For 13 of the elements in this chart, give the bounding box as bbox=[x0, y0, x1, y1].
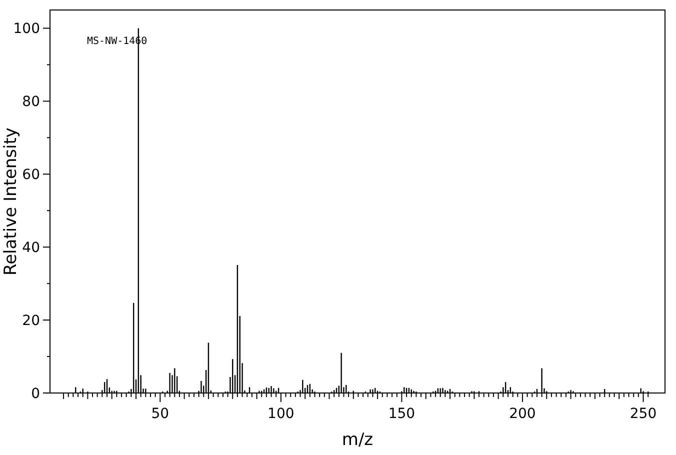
x-axis-title: m/z bbox=[342, 430, 374, 450]
x-tick-label: 150 bbox=[388, 406, 416, 422]
x-tick-label: 100 bbox=[268, 406, 294, 422]
y-tick-label: 60 bbox=[22, 167, 40, 184]
x-tick-label: 250 bbox=[630, 406, 657, 422]
x-tick-label: 200 bbox=[509, 406, 536, 422]
y-tick-label: 20 bbox=[22, 312, 40, 329]
y-tick-label: 100 bbox=[13, 21, 40, 38]
y-tick-label: 80 bbox=[22, 94, 40, 110]
y-tick-label: 40 bbox=[22, 240, 40, 256]
y-axis-title: Relative Intensity bbox=[1, 128, 21, 276]
x-tick-label: 50 bbox=[151, 406, 170, 422]
y-tick-label: 0 bbox=[31, 386, 40, 402]
